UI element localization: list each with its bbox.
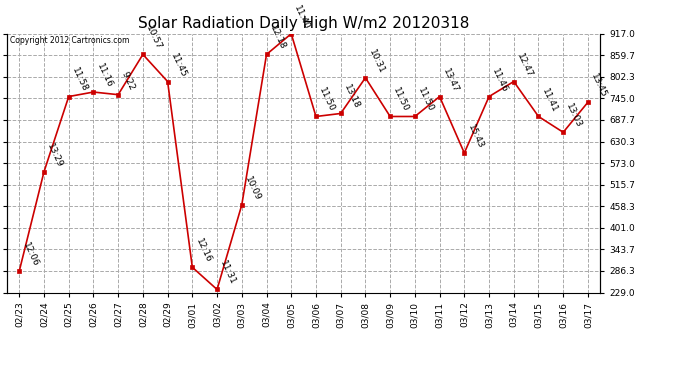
Text: 13:47: 13:47 <box>441 67 460 94</box>
Text: 12:18: 12:18 <box>268 24 287 52</box>
Text: 13:03: 13:03 <box>564 102 584 129</box>
Text: 13:45: 13:45 <box>589 72 609 99</box>
Text: 10:57: 10:57 <box>144 24 164 52</box>
Text: 12:47: 12:47 <box>515 52 534 79</box>
Text: 12:06: 12:06 <box>21 241 40 268</box>
Text: 15:43: 15:43 <box>466 123 485 150</box>
Text: 11:50: 11:50 <box>416 87 435 114</box>
Text: 11:31: 11:31 <box>219 260 237 287</box>
Text: 10:31: 10:31 <box>367 48 386 75</box>
Text: 11:50: 11:50 <box>317 87 337 114</box>
Text: 9:22: 9:22 <box>119 70 136 92</box>
Text: 12:16: 12:16 <box>194 237 213 264</box>
Text: 13:18: 13:18 <box>342 84 361 111</box>
Text: 11:16: 11:16 <box>95 62 114 89</box>
Text: 11:45: 11:45 <box>169 52 188 79</box>
Text: Copyright 2012 Cartronics.com: Copyright 2012 Cartronics.com <box>10 36 129 45</box>
Text: 11:46: 11:46 <box>491 67 509 94</box>
Text: 11:41: 11:41 <box>540 87 559 114</box>
Text: 11:50: 11:50 <box>391 87 411 114</box>
Title: Solar Radiation Daily High W/m2 20120318: Solar Radiation Daily High W/m2 20120318 <box>138 16 469 31</box>
Text: 11:40: 11:40 <box>293 4 312 31</box>
Text: 11:58: 11:58 <box>70 66 89 94</box>
Text: 10:09: 10:09 <box>243 175 262 202</box>
Text: 13:29: 13:29 <box>46 142 64 169</box>
